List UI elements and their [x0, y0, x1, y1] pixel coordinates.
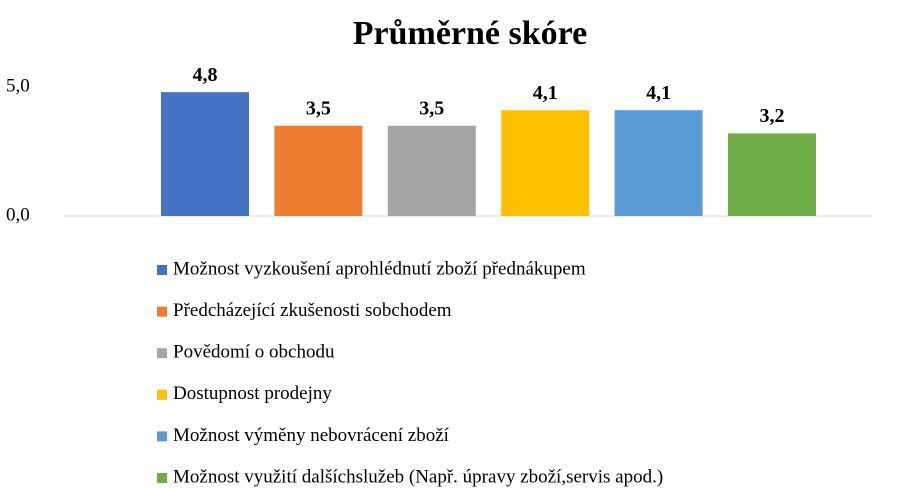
legend-swatch	[157, 473, 167, 483]
legend-swatch	[157, 265, 167, 275]
chart-title: Průměrné skóre	[353, 15, 587, 52]
legend-swatch	[157, 431, 167, 442]
y-tick-label: 5,0	[6, 75, 30, 96]
legend-swatch	[157, 306, 167, 317]
legend-label: Možnost využití dalšíchslužeb (Např. úpr…	[173, 466, 663, 487]
data-label: 4,8	[193, 64, 218, 86]
legend-label: Předcházející zkušenosti sobchodem	[173, 300, 452, 321]
data-label: 3,5	[419, 97, 444, 119]
bar	[387, 125, 476, 216]
bar	[274, 125, 363, 216]
legend-swatch	[157, 348, 167, 359]
legend-label: Možnost výměny nebovrácení zboží	[173, 425, 450, 446]
data-label: 4,1	[533, 82, 558, 104]
bar	[728, 133, 816, 216]
bar	[161, 92, 249, 216]
legend-label: Povědomí o obchodu	[173, 342, 335, 363]
bar	[614, 110, 703, 216]
legend-swatch	[157, 389, 167, 400]
legend-label: Dostupnost prodejny	[173, 383, 332, 404]
data-label: 3,2	[760, 105, 785, 127]
data-label: 3,5	[306, 97, 331, 119]
bar	[501, 110, 590, 216]
y-tick-label: 0,0	[6, 204, 30, 225]
data-label: 4,1	[646, 82, 671, 104]
legend-label: Možnost vyzkoušení aprohlédnutí zboží př…	[173, 258, 586, 279]
